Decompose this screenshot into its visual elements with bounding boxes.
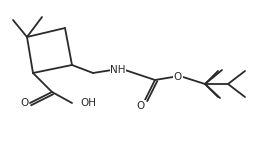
Text: NH: NH — [110, 65, 126, 75]
Text: O: O — [137, 101, 145, 111]
Text: OH: OH — [80, 98, 96, 108]
Text: O: O — [20, 98, 28, 108]
Text: O: O — [174, 72, 182, 82]
